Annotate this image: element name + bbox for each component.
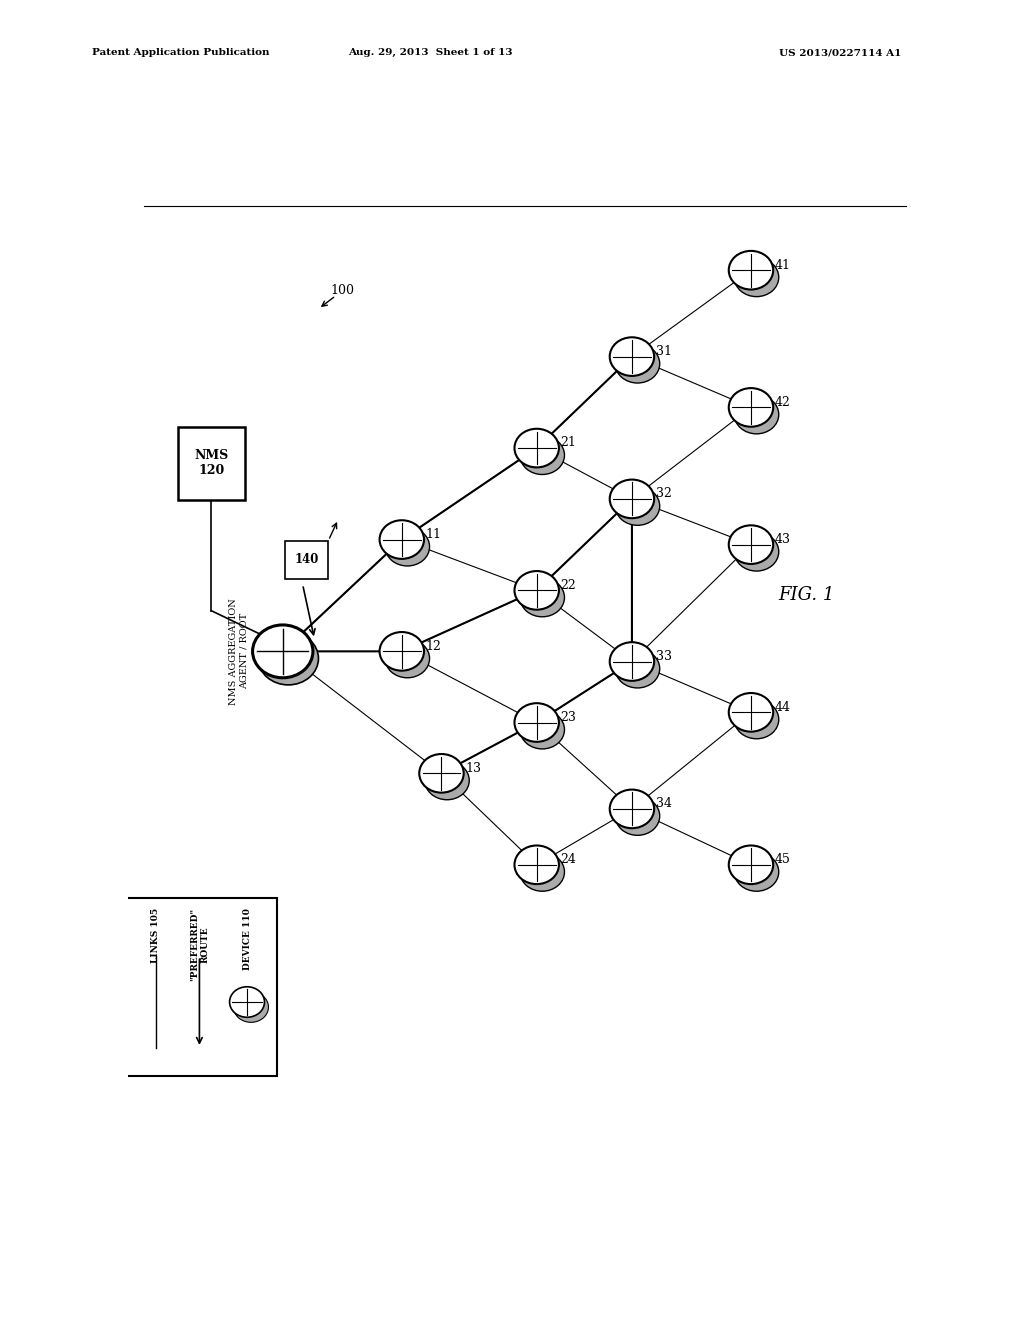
FancyBboxPatch shape bbox=[285, 541, 329, 579]
Ellipse shape bbox=[520, 710, 564, 748]
Text: US 2013/0227114 A1: US 2013/0227114 A1 bbox=[778, 49, 901, 57]
Ellipse shape bbox=[520, 853, 564, 891]
Ellipse shape bbox=[609, 643, 654, 681]
Ellipse shape bbox=[729, 693, 773, 731]
Ellipse shape bbox=[609, 789, 654, 828]
Text: 100: 100 bbox=[331, 284, 354, 297]
Ellipse shape bbox=[258, 632, 318, 685]
Text: 13: 13 bbox=[465, 762, 481, 775]
Ellipse shape bbox=[609, 338, 654, 376]
Ellipse shape bbox=[729, 388, 773, 426]
Ellipse shape bbox=[734, 395, 779, 434]
Ellipse shape bbox=[615, 797, 659, 836]
Ellipse shape bbox=[729, 846, 773, 884]
Ellipse shape bbox=[734, 257, 779, 297]
Ellipse shape bbox=[419, 754, 464, 792]
Ellipse shape bbox=[233, 991, 268, 1022]
Text: DEVICE 110: DEVICE 110 bbox=[243, 908, 252, 970]
Text: FIG. 1: FIG. 1 bbox=[778, 586, 836, 605]
Ellipse shape bbox=[729, 525, 773, 564]
Ellipse shape bbox=[615, 649, 659, 688]
Ellipse shape bbox=[615, 487, 659, 525]
Text: 34: 34 bbox=[655, 797, 672, 810]
Text: 33: 33 bbox=[655, 649, 672, 663]
Ellipse shape bbox=[609, 479, 654, 519]
Ellipse shape bbox=[380, 632, 424, 671]
Ellipse shape bbox=[615, 345, 659, 383]
Text: 43: 43 bbox=[775, 533, 791, 546]
Ellipse shape bbox=[729, 251, 773, 289]
Ellipse shape bbox=[734, 700, 779, 739]
Text: 23: 23 bbox=[560, 711, 577, 723]
Text: Aug. 29, 2013  Sheet 1 of 13: Aug. 29, 2013 Sheet 1 of 13 bbox=[348, 49, 512, 57]
Text: 22: 22 bbox=[560, 578, 577, 591]
Text: 11: 11 bbox=[426, 528, 441, 541]
Ellipse shape bbox=[514, 846, 559, 884]
Text: NMS
120: NMS 120 bbox=[195, 449, 228, 478]
Text: 12: 12 bbox=[426, 640, 441, 653]
Ellipse shape bbox=[385, 639, 430, 677]
Text: 41: 41 bbox=[775, 259, 791, 272]
Ellipse shape bbox=[514, 704, 559, 742]
Text: 32: 32 bbox=[655, 487, 672, 500]
Ellipse shape bbox=[734, 853, 779, 891]
Ellipse shape bbox=[514, 429, 559, 467]
Ellipse shape bbox=[229, 987, 264, 1018]
Text: 44: 44 bbox=[775, 701, 791, 714]
FancyBboxPatch shape bbox=[177, 426, 245, 500]
Ellipse shape bbox=[385, 528, 430, 566]
Ellipse shape bbox=[520, 578, 564, 616]
Ellipse shape bbox=[253, 624, 313, 677]
Text: 45: 45 bbox=[775, 853, 791, 866]
Text: 31: 31 bbox=[655, 345, 672, 358]
FancyBboxPatch shape bbox=[122, 898, 276, 1076]
Ellipse shape bbox=[520, 436, 564, 474]
Text: NMS AGGREGATION
AGENT / ROOT: NMS AGGREGATION AGENT / ROOT bbox=[229, 598, 249, 705]
Text: Patent Application Publication: Patent Application Publication bbox=[92, 49, 269, 57]
Text: 24: 24 bbox=[560, 853, 577, 866]
Ellipse shape bbox=[734, 532, 779, 572]
Text: LINKS 105: LINKS 105 bbox=[152, 908, 161, 964]
Ellipse shape bbox=[380, 520, 424, 558]
Text: 42: 42 bbox=[775, 396, 791, 409]
Text: 140: 140 bbox=[294, 553, 318, 566]
Text: 21: 21 bbox=[560, 437, 577, 450]
Ellipse shape bbox=[425, 762, 469, 800]
Text: "PREFERRED"
ROUTE: "PREFERRED" ROUTE bbox=[189, 908, 209, 981]
Ellipse shape bbox=[514, 572, 559, 610]
